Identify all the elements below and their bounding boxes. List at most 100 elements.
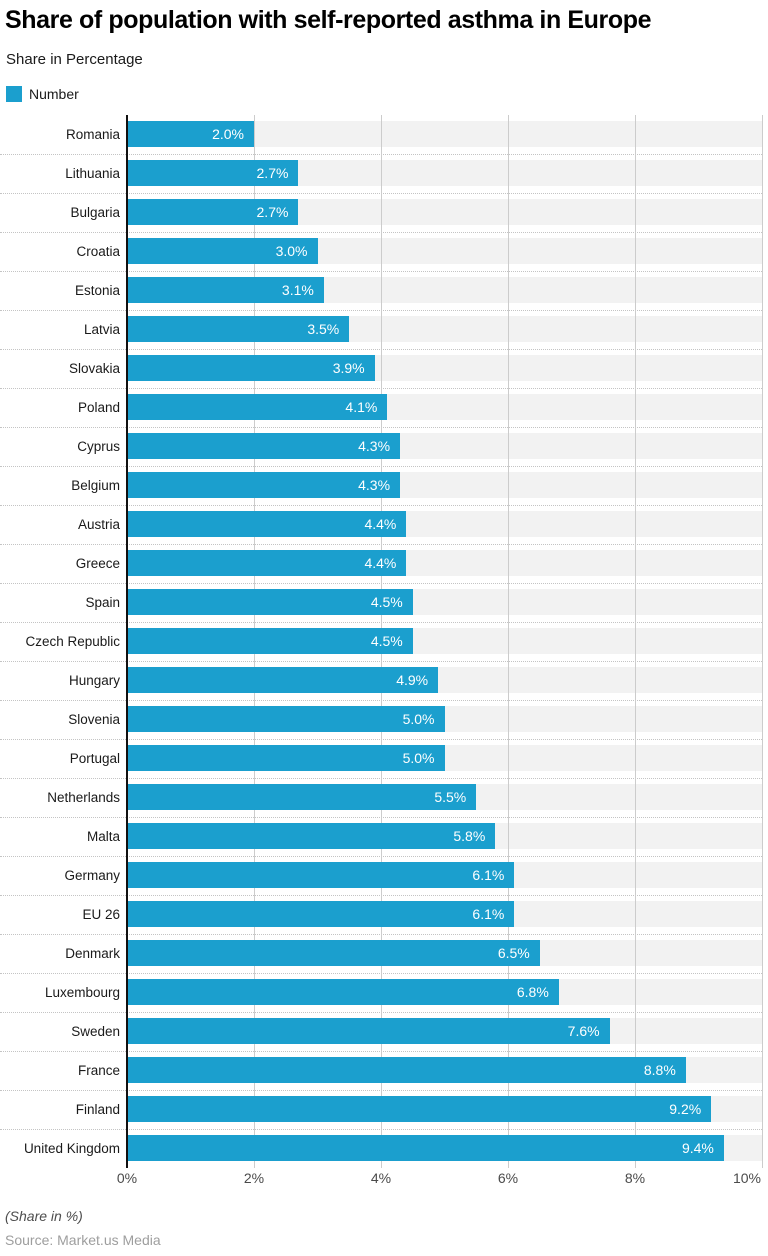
bar-row: Malta 5.8% [0,817,768,857]
bar-value-label: 2.7% [256,165,289,181]
bar-value-label: 6.8% [516,984,549,1000]
bar-value-label: 4.4% [364,516,397,532]
bar: 3.5% [127,316,350,342]
bar-row: Croatia 3.0% [0,232,768,272]
gridline-6pct [508,115,509,1168]
bar-value-label: 3.5% [307,321,340,337]
x-axis: 0% 2% 4% 6% 8% 10% [0,1170,768,1190]
bar: 6.1% [127,862,515,888]
bar-row: Netherlands 5.5% [0,778,768,818]
bar: 4.4% [127,511,407,537]
bar: 4.3% [127,472,401,498]
bar-row: Estonia 3.1% [0,271,768,311]
bar-value-label: 4.4% [364,555,397,571]
bar-value-label: 6.1% [472,867,505,883]
bar-row: Bulgaria 2.7% [0,193,768,233]
x-tick-label: 2% [243,1170,265,1186]
category-label: Germany [64,868,120,883]
bar: 8.8% [127,1057,686,1083]
category-label: Sweden [71,1024,120,1039]
bar: 2.7% [127,160,299,186]
category-label: France [77,1063,120,1078]
bar: 4.3% [127,433,401,459]
bar-value-label: 6.5% [497,945,530,961]
bar: 2.0% [127,121,254,147]
bar: 4.9% [127,667,439,693]
bar: 4.5% [127,589,413,615]
bar-value-label: 3.1% [281,282,314,298]
bar-value-label: 9.2% [669,1101,702,1117]
category-label: Czech Republic [25,634,120,649]
gridline-10pct [762,115,763,1168]
bar-row: France 8.8% [0,1051,768,1091]
bar-value-label: 5.0% [402,750,435,766]
bar: 6.5% [127,940,540,966]
bar: 9.2% [127,1096,712,1122]
bar-row: Lithuania 2.7% [0,154,768,194]
category-label: Romania [65,127,120,142]
bar-row: Finland 9.2% [0,1090,768,1130]
bar-row: EU 26 6.1% [0,895,768,935]
bar-value-label: 4.3% [358,438,391,454]
bar-value-label: 7.6% [567,1023,600,1039]
category-label: Estonia [74,283,120,298]
bar-value-label: 5.5% [434,789,467,805]
category-label: Poland [77,400,120,415]
category-label: Cyprus [77,439,120,454]
category-label: Croatia [76,244,120,259]
bar-value-label: 4.3% [358,477,391,493]
x-tick-label: 6% [497,1170,519,1186]
bar: 7.6% [127,1018,610,1044]
category-label: Belgium [71,478,120,493]
bar-value-label: 3.0% [275,243,308,259]
bar-value-label: 2.7% [256,204,289,220]
bar: 2.7% [127,199,299,225]
bar-row: Luxembourg 6.8% [0,973,768,1013]
bar: 6.1% [127,901,515,927]
x-tick-label: 10% [732,1170,762,1186]
category-label: Netherlands [47,790,120,805]
bar: 6.8% [127,979,559,1005]
x-tick-label: 4% [370,1170,392,1186]
bar: 9.4% [127,1135,724,1161]
category-label: Latvia [83,322,120,337]
bar-row: Poland 4.1% [0,388,768,428]
bar-value-label: 4.5% [370,594,403,610]
bar-row: Austria 4.4% [0,505,768,545]
bar-row: Belgium 4.3% [0,466,768,506]
bar-value-label: 5.8% [453,828,486,844]
bar-value-label: 8.8% [643,1062,676,1078]
bar-row: Greece 4.4% [0,544,768,584]
category-label: Denmark [65,946,120,961]
bar-value-label: 3.9% [332,360,365,376]
bar-row: Hungary 4.9% [0,661,768,701]
bar: 4.4% [127,550,407,576]
bar-value-label: 6.1% [472,906,505,922]
gridline-8pct [635,115,636,1168]
bar-value-label: 5.0% [402,711,435,727]
category-label: EU 26 [82,907,120,922]
chart-source: Source: Market.us Media [5,1232,161,1248]
bar-value-label: 2.0% [212,126,244,142]
chart-title: Share of population with self-reported a… [5,6,652,34]
category-label: Lithuania [65,166,120,181]
category-label: Greece [75,556,120,571]
bar-row: Sweden 7.6% [0,1012,768,1052]
category-label: Finland [75,1102,120,1117]
bar: 4.5% [127,628,413,654]
bar-value-label: 4.9% [396,672,429,688]
category-label: Luxembourg [44,985,120,1000]
category-label: Slovenia [68,712,120,727]
plot-area: Romania 2.0% Lithuania 2.7% Bulgaria 2.7% Croa… [0,115,768,1168]
bar: 3.1% [127,277,324,303]
category-label: Slovakia [68,361,120,376]
bar-row: Romania 2.0% [0,115,768,155]
category-label: Hungary [68,673,120,688]
bar: 5.0% [127,706,445,732]
bar-row: Spain 4.5% [0,583,768,623]
category-label: Bulgaria [70,205,120,220]
bar-row: Germany 6.1% [0,856,768,896]
bar: 4.1% [127,394,388,420]
bar: 3.0% [127,238,318,264]
